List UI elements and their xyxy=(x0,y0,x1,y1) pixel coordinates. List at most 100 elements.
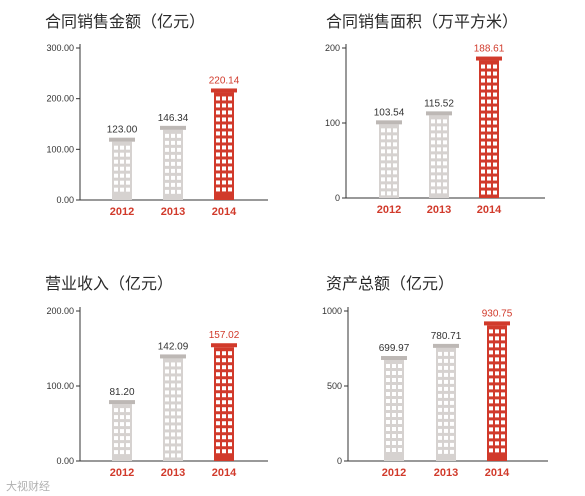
bar-window xyxy=(392,420,396,425)
bar-window xyxy=(398,448,402,453)
bar-window xyxy=(437,161,441,166)
bar-window xyxy=(487,71,491,76)
bar-window xyxy=(495,427,499,432)
value-label-2013: 115.52 xyxy=(424,98,454,109)
bar-window xyxy=(114,145,118,150)
bar-window xyxy=(501,392,505,397)
bar-cap xyxy=(433,343,459,348)
bar-cap xyxy=(484,321,510,326)
bar-window xyxy=(493,141,497,146)
bar-window xyxy=(444,393,448,398)
bar-window xyxy=(487,169,491,174)
bar-window xyxy=(228,180,232,185)
bar-window xyxy=(126,443,130,448)
bar-window xyxy=(493,120,497,125)
bar-window xyxy=(393,149,397,154)
bar-window xyxy=(222,110,226,115)
bar-window xyxy=(177,133,181,138)
bar-window xyxy=(381,149,385,154)
value-label-2013: 146.34 xyxy=(158,113,189,124)
bar-window xyxy=(501,406,505,411)
bar-window xyxy=(489,378,493,383)
bar-window xyxy=(228,435,232,440)
bar-cap xyxy=(476,56,502,61)
bar-window xyxy=(444,442,448,447)
bar-window xyxy=(114,443,118,448)
bar-window xyxy=(437,119,441,124)
bar-window xyxy=(177,189,181,194)
bar-window xyxy=(393,142,397,147)
bar-window xyxy=(495,378,499,383)
bar-window xyxy=(489,434,493,439)
bar-window xyxy=(228,159,232,164)
chart-contract-sales-amount: 0.00 100.00 200.00 300.00 123.00 2012 146.34 20… xyxy=(46,43,268,218)
bar-window xyxy=(387,128,391,133)
bar-2012 xyxy=(109,137,135,200)
bar-window xyxy=(177,175,181,180)
bar-window xyxy=(222,187,226,192)
bar-window xyxy=(437,175,441,180)
bar-window xyxy=(120,187,124,192)
bar-window xyxy=(444,372,448,377)
bar-window xyxy=(165,362,169,367)
bar-window xyxy=(222,124,226,129)
bar-window xyxy=(443,161,447,166)
bar-window xyxy=(216,400,220,405)
bar-window xyxy=(437,168,441,173)
bar-window xyxy=(222,393,226,398)
bar-window xyxy=(177,168,181,173)
bar-window xyxy=(481,134,485,139)
bar-window xyxy=(126,152,130,157)
bar-window xyxy=(228,96,232,101)
category-label-2014: 2014 xyxy=(212,467,237,479)
bar-window xyxy=(114,159,118,164)
bar-window xyxy=(450,449,454,454)
bar-window xyxy=(438,428,442,433)
bar-window xyxy=(437,182,441,187)
bar-window xyxy=(222,442,226,447)
bar-window xyxy=(171,404,175,409)
bar-window xyxy=(386,434,390,439)
bar-window xyxy=(487,162,491,167)
value-label-2012: 81.20 xyxy=(109,387,134,398)
bar-window xyxy=(450,414,454,419)
bar-window xyxy=(228,372,232,377)
bar-window xyxy=(222,421,226,426)
bar-window xyxy=(222,414,226,419)
bar-window xyxy=(487,92,491,97)
bar-window xyxy=(443,147,447,152)
bar-window xyxy=(222,131,226,136)
bar-window xyxy=(501,434,505,439)
bar-window xyxy=(493,92,497,97)
bar-window xyxy=(216,187,220,192)
bar-window xyxy=(438,400,442,405)
bar-window xyxy=(444,449,448,454)
bar-window xyxy=(386,371,390,376)
bar-cap xyxy=(109,137,135,142)
bar-window xyxy=(126,173,130,178)
bar-window xyxy=(438,421,442,426)
bar-window xyxy=(398,413,402,418)
bar-window xyxy=(228,138,232,143)
bar-window xyxy=(381,156,385,161)
bar-window xyxy=(450,421,454,426)
chart-title-operating-revenue: 营业收入（亿元） xyxy=(45,274,174,293)
bar-2013 xyxy=(160,354,186,461)
category-label-2014: 2014 xyxy=(212,206,237,218)
bar-window xyxy=(171,140,175,145)
bar-window xyxy=(381,184,385,189)
bar-window xyxy=(489,399,493,404)
bar-window xyxy=(444,400,448,405)
bar-window xyxy=(216,449,220,454)
bar-window xyxy=(487,155,491,160)
bar-window xyxy=(444,351,448,356)
bar-window xyxy=(386,427,390,432)
y-tick-label: 1000 xyxy=(322,306,342,316)
bar-window xyxy=(120,173,124,178)
bar-window xyxy=(443,154,447,159)
bar-window xyxy=(493,162,497,167)
y-tick-label: 0.00 xyxy=(56,195,74,205)
bar-window xyxy=(431,133,435,138)
bar-window xyxy=(444,365,448,370)
bar-window xyxy=(493,148,497,153)
